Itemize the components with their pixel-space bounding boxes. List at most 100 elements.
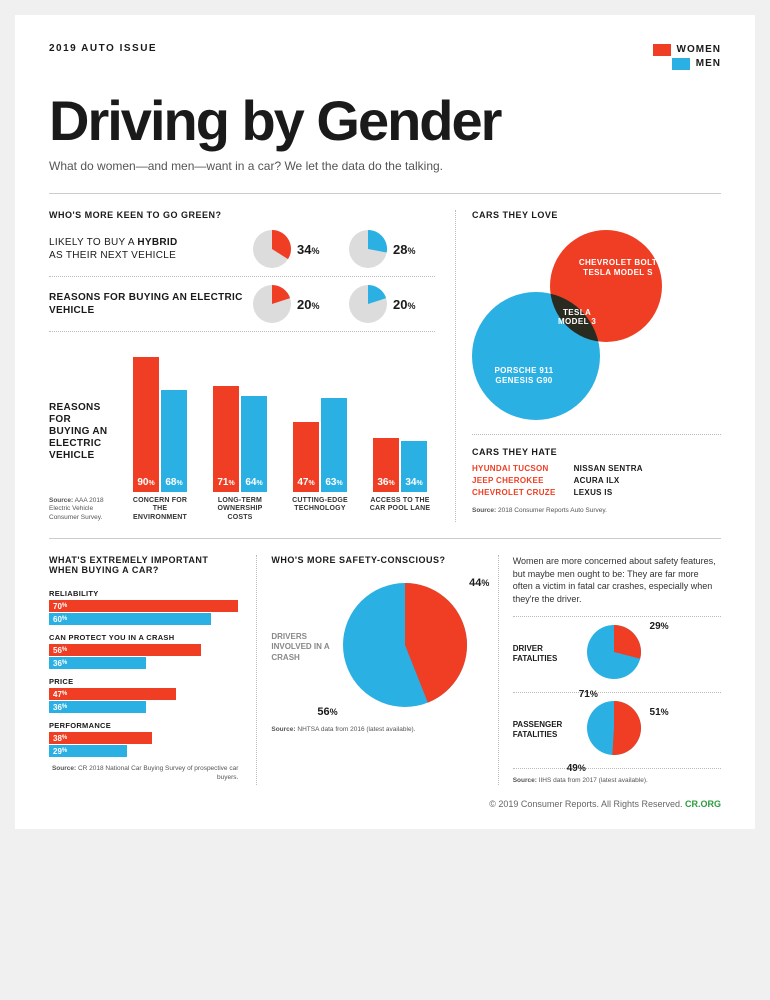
hate-grid: HYUNDAI TUCSONJEEP CHEROKEECHEVROLET CRU… — [472, 463, 721, 499]
hybrid-men-pct: 28% — [393, 242, 415, 257]
bar: 34% — [401, 441, 427, 492]
bar: 68% — [161, 390, 187, 492]
bar-group: 90%68% CONCERN FOR THE ENVIRONMENT — [125, 342, 195, 522]
crash-men-pct: 56% — [317, 706, 337, 718]
hate-women-list: HYUNDAI TUCSONJEEP CHEROKEECHEVROLET CRU… — [472, 463, 556, 499]
love-hate-section: CARS THEY LOVE CHEVROLET BOLT TESLA MODE… — [455, 210, 721, 522]
hbar: 29% — [49, 745, 127, 757]
hbar-group: PRICE47%36% — [49, 677, 238, 713]
main-title: Driving by Gender — [49, 93, 721, 149]
ev-men-pct: 20% — [393, 297, 415, 312]
section-2: WHAT'S EXTREMELY IMPORTANT WHEN BUYING A… — [49, 555, 721, 785]
bar-category: ACCESS TO THE CAR POOL LANE — [365, 497, 435, 514]
venn-diagram: CHEVROLET BOLT TESLA MODEL S PORSCHE 911… — [472, 230, 662, 420]
fatalities-section: Women are more concerned about safety fe… — [498, 555, 721, 785]
hate-item: HYUNDAI TUCSON — [472, 463, 556, 475]
passenger-women-pct: 51% — [650, 707, 669, 718]
dotted-divider — [472, 434, 721, 435]
safety-heading: WHO'S MORE SAFETY-CONSCIOUS? — [271, 555, 479, 565]
venn-overlap: TESLA MODEL 3 — [558, 308, 596, 326]
hbar-label: RELIABILITY — [49, 589, 238, 598]
hbar: 36% — [49, 701, 146, 713]
dotted-divider — [513, 616, 721, 617]
header-row: 2019 AUTO ISSUE WOMEN MEN — [49, 43, 721, 71]
ev-reason-label: REASONS FOR BUYING AN ELECTRIC VEHICLE — [49, 291, 243, 317]
hate-item: LEXUS IS — [574, 487, 643, 499]
bar-group: 47%63%CUTTING-EDGE TECHNOLOGY — [285, 342, 355, 522]
hbar-group: CAN PROTECT YOU IN A CRASH 56%36% — [49, 633, 238, 669]
driver-fatalities-row: DRIVER FATALITIES 29% 71% — [513, 625, 721, 684]
hbar-group: PERFORMANCE 38%29% — [49, 721, 238, 757]
legend: WOMEN MEN — [653, 43, 721, 71]
bar: 47% — [293, 422, 319, 493]
ev-men-pie: 20% — [349, 285, 435, 323]
safety-body: Women are more concerned about safety fe… — [513, 555, 721, 605]
hbar-label: CAN PROTECT YOU IN A CRASH — [49, 633, 238, 642]
legend-women-label: WOMEN — [677, 43, 721, 57]
hate-item: NISSAN SENTRA — [574, 463, 643, 475]
hbar: 47% — [49, 688, 176, 700]
passenger-pie — [587, 701, 641, 755]
barchart-source: Source: AAA 2018 Electric Vehicle Consum… — [49, 497, 113, 522]
hybrid-men-pie: 28% — [349, 230, 435, 268]
section-1: WHO'S MORE KEEN TO GO GREEN? LIKELY TO B… — [49, 210, 721, 522]
hbar: 36% — [49, 657, 146, 669]
passenger-fatalities-label: PASSENGER FATALITIES — [513, 720, 577, 741]
swatch-men — [672, 58, 690, 70]
dotted-divider — [513, 768, 721, 769]
bar-category: LONG-TERM OWNERSHIP COSTS — [205, 497, 275, 522]
dotted-divider — [49, 276, 435, 277]
safety-section: WHO'S MORE SAFETY-CONSCIOUS? DRIVERS INV… — [256, 555, 479, 785]
hate-item: CHEVROLET CRUZE — [472, 487, 556, 499]
bar: 64% — [241, 396, 267, 492]
bar: 71% — [213, 386, 239, 493]
driver-fatalities-label: DRIVER FATALITIES — [513, 644, 577, 665]
ev-women-pie: 20% — [253, 285, 339, 323]
passenger-men-pct: 49% — [567, 763, 586, 774]
copyright: © 2019 Consumer Reports. All Rights Rese… — [489, 799, 685, 809]
infographic-page: 2019 AUTO ISSUE WOMEN MEN Driving by Gen… — [15, 15, 755, 829]
bar-category: CUTTING-EDGE TECHNOLOGY — [285, 497, 355, 514]
swatch-women — [653, 44, 671, 56]
crash-label: DRIVERS INVOLVED IN A CRASH — [271, 632, 335, 663]
bar-category: CONCERN FOR THE ENVIRONMENT — [125, 497, 195, 522]
hybrid-women-pct: 34% — [297, 242, 319, 257]
dotted-divider — [49, 331, 435, 332]
legend-women: WOMEN — [653, 43, 721, 57]
important-source: Source: CR 2018 National Car Buying Surv… — [49, 765, 238, 782]
issue-label: 2019 AUTO ISSUE — [49, 43, 157, 54]
crash-source: Source: NHTSA data from 2016 (latest ava… — [271, 726, 479, 734]
important-section: WHAT'S EXTREMELY IMPORTANT WHEN BUYING A… — [49, 555, 238, 785]
hate-heading: CARS THEY HATE — [472, 447, 721, 457]
important-heading: WHAT'S EXTREMELY IMPORTANT WHEN BUYING A… — [49, 555, 238, 575]
hbar: 60% — [49, 613, 211, 625]
bar-group: 71%64% LONG-TERM OWNERSHIP COSTS — [205, 342, 275, 522]
hate-men-list: NISSAN SENTRAACURA ILXLEXUS IS — [574, 463, 643, 499]
org-link[interactable]: CR.ORG — [685, 799, 721, 809]
bar: 90% — [133, 357, 159, 492]
driver-pie — [587, 625, 641, 679]
crash-women-pct: 44% — [469, 577, 489, 589]
legend-men: MEN — [653, 57, 721, 71]
hate-item: ACURA ILX — [574, 475, 643, 487]
divider — [49, 193, 721, 194]
ev-reasons-barchart: REASONS FOR BUYING AN ELECTRIC VEHICLE 9… — [49, 342, 435, 522]
hate-item: JEEP CHEROKEE — [472, 475, 556, 487]
hybrid-women-pie: 34% — [253, 230, 339, 268]
driver-women-pct: 29% — [650, 621, 669, 632]
hbar: 38% — [49, 732, 152, 744]
love-heading: CARS THEY LOVE — [472, 210, 721, 220]
hbar: 56% — [49, 644, 201, 656]
ev-women-pct: 20% — [297, 297, 319, 312]
footer: © 2019 Consumer Reports. All Rights Rese… — [49, 799, 721, 809]
dotted-divider — [513, 692, 721, 693]
hbar-label: PERFORMANCE — [49, 721, 238, 730]
crash-pie — [343, 583, 467, 707]
driver-men-pct: 71% — [579, 689, 598, 700]
bar: 36% — [373, 438, 399, 492]
green-heading: WHO'S MORE KEEN TO GO GREEN? — [49, 210, 435, 220]
fatalities-source: Source: IIHS data from 2017 (latest avai… — [513, 777, 721, 785]
divider — [49, 538, 721, 539]
hbar-group: RELIABILITY 70%60% — [49, 589, 238, 625]
hbar: 70% — [49, 600, 238, 612]
